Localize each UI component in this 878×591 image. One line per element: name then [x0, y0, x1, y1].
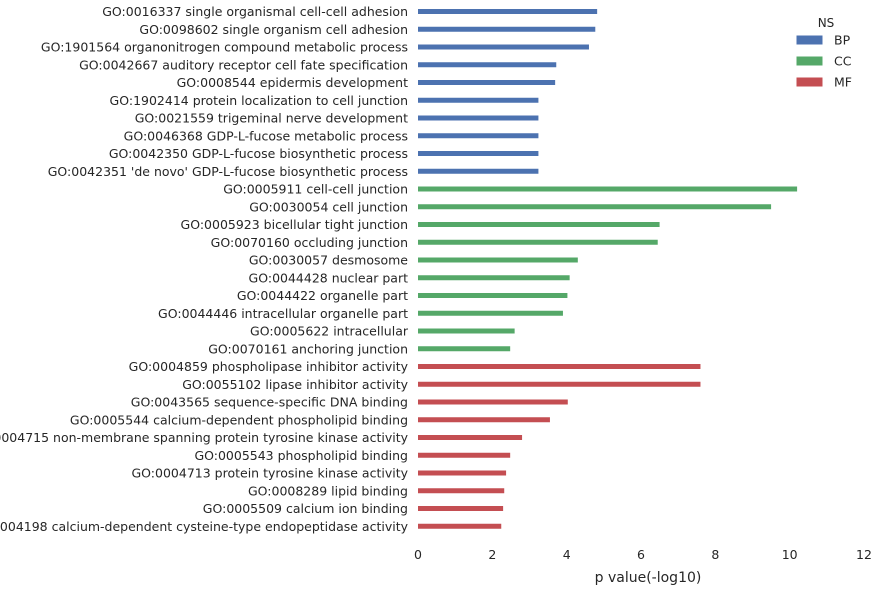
category-label: GO:0004859 phospholipase inhibitor activ…: [129, 359, 409, 374]
category-label: GO:0005509 calcium ion binding: [203, 501, 408, 516]
bars-layer: [418, 9, 798, 529]
bar: [418, 186, 798, 192]
bar: [418, 115, 539, 121]
bar: [418, 470, 507, 476]
bar: [418, 452, 511, 458]
category-label: GO:0016337 single organismal cell-cell a…: [102, 4, 408, 19]
bar: [418, 80, 556, 85]
bar: [418, 435, 523, 440]
category-label: GO:0004198 calcium-dependent cysteine-ty…: [0, 519, 409, 534]
legend-label: CC: [834, 54, 852, 69]
bar: [418, 257, 578, 263]
category-label: GO:0046368 GDP-L-fucose metabolic proces…: [124, 128, 408, 143]
x-tick-label: 0: [414, 547, 422, 562]
x-tick-label: 2: [488, 547, 496, 562]
bar: [418, 204, 772, 210]
x-tick-label: 6: [637, 547, 645, 562]
category-label: GO:0005543 phospholipid binding: [194, 448, 408, 463]
legend-title: NS: [818, 16, 835, 30]
category-label: GO:0005622 intracellular: [250, 324, 409, 339]
legend-swatch: [795, 55, 824, 67]
category-labels: GO:0016337 single organismal cell-cell a…: [0, 4, 409, 534]
category-label: GO:0098602 single organism cell adhesion: [139, 22, 408, 37]
category-label: GO:0043565 sequence-specific DNA binding: [131, 395, 408, 410]
x-tick-label: 10: [782, 547, 798, 562]
category-label: GO:0005923 bicellular tight junction: [181, 217, 408, 232]
bar: [418, 9, 598, 14]
category-label: GO:0008289 lipid binding: [248, 483, 408, 498]
bar: [418, 346, 511, 352]
bar: [418, 44, 589, 50]
category-label: GO:0030054 cell junction: [249, 199, 408, 214]
category-label: GO:0044446 intracellular organelle part: [158, 306, 408, 321]
bar: [418, 506, 504, 511]
category-label: GO:0042351 'de novo' GDP-L-fucose biosyn…: [48, 164, 408, 179]
category-label: GO:0044422 organelle part: [237, 288, 408, 303]
category-label: GO:0005544 calcium-dependent phospholipi…: [70, 412, 408, 427]
x-axis-label: p value(-log10): [595, 570, 702, 586]
bar: [418, 328, 515, 334]
legend-label: BP: [834, 33, 851, 48]
category-label: GO:0044428 nuclear part: [249, 270, 409, 285]
category-label: GO:0005911 cell-cell junction: [223, 182, 408, 197]
bar: [418, 310, 563, 316]
category-label: GO:0008544 epidermis development: [177, 75, 408, 90]
bar: [418, 26, 596, 32]
bar: [418, 417, 550, 423]
bar: [418, 168, 539, 174]
x-tick-label: 4: [563, 547, 571, 562]
bar: [418, 399, 568, 405]
bar: [418, 222, 660, 227]
category-label: GO:0004713 protein tyrosine kinase activ…: [132, 466, 409, 481]
legend-label: MF: [834, 75, 852, 90]
bar: [418, 239, 658, 245]
category-label: GO:0042350 GDP-L-fucose biosynthetic pro…: [109, 146, 408, 161]
category-label: GO:1901564 organonitrogen compound metab…: [41, 40, 408, 55]
category-label: GO:0030057 desmosome: [249, 253, 408, 268]
legend: NS BP CC MF: [795, 16, 852, 90]
bar: [418, 133, 539, 139]
bar: [418, 97, 539, 103]
bar: [418, 488, 505, 494]
category-label: GO:0021559 trigeminal nerve development: [135, 111, 408, 126]
category-label: GO:0070160 occluding junction: [211, 235, 408, 250]
bar: [418, 523, 502, 529]
category-label: GO:0004715 non-membrane spanning protein…: [0, 430, 409, 445]
bar: [418, 275, 570, 281]
category-label: GO:0042667 auditory receptor cell fate s…: [79, 57, 408, 72]
x-tick-label: 12: [856, 547, 872, 562]
bar: [418, 381, 701, 387]
legend-swatch: [795, 76, 824, 88]
x-axis-ticks: 0 2 4 6 8 10 12: [414, 547, 872, 562]
bar: [418, 62, 557, 68]
x-tick-label: 8: [711, 547, 719, 562]
bar: [418, 364, 701, 369]
category-label: GO:0055102 lipase inhibitor activity: [182, 377, 408, 392]
legend-swatch: [795, 34, 824, 46]
category-label: GO:0070161 anchoring junction: [208, 341, 408, 356]
bar: [418, 151, 539, 156]
bar: [418, 293, 568, 298]
category-label: GO:1902414 protein localization to cell …: [110, 93, 408, 108]
